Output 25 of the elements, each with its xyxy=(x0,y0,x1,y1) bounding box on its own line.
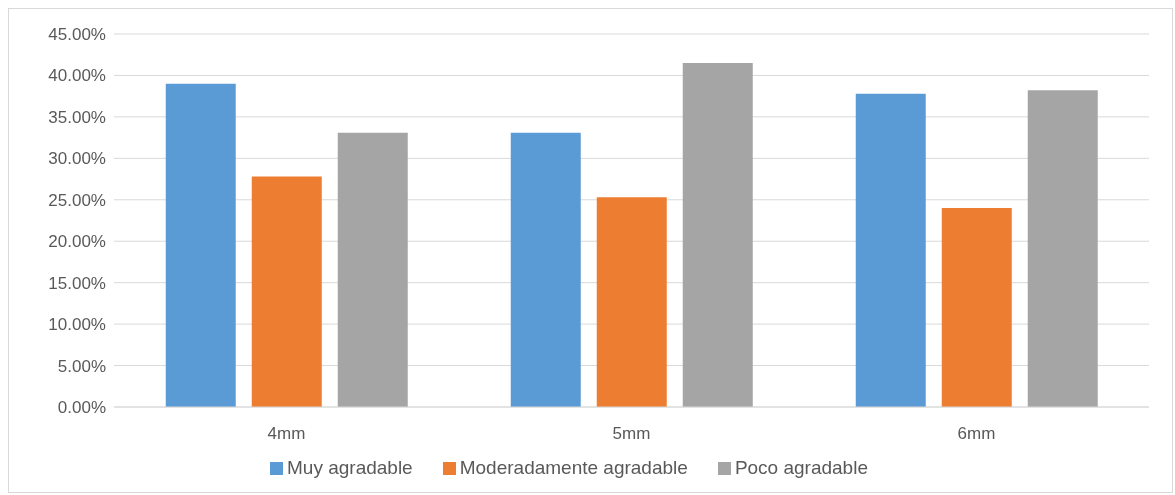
y-tick-label: 5.00% xyxy=(57,356,106,376)
legend-label: Moderadamente agradable xyxy=(459,457,688,478)
bar xyxy=(337,132,408,407)
y-tick-label: 45.00% xyxy=(48,25,106,45)
bar xyxy=(941,208,1012,407)
y-tick-label: 20.00% xyxy=(48,232,106,252)
bar xyxy=(682,63,753,407)
y-tick-label: 0.00% xyxy=(57,398,106,418)
bar xyxy=(251,176,322,407)
legend-label: Poco agradable xyxy=(734,457,868,478)
x-tick-label: 4mm xyxy=(267,424,306,444)
bar xyxy=(510,132,581,407)
legend-label: Muy agradable xyxy=(287,457,413,478)
y-tick-label: 10.00% xyxy=(48,315,106,335)
bar xyxy=(1027,90,1098,407)
bar xyxy=(165,83,236,407)
y-tick-label: 35.00% xyxy=(48,107,106,127)
y-tick-label: 25.00% xyxy=(48,190,106,210)
x-tick-label: 5mm xyxy=(612,424,651,444)
y-tick-label: 30.00% xyxy=(48,149,106,169)
y-tick-label: 40.00% xyxy=(48,66,106,86)
bar xyxy=(596,197,667,407)
y-tick-label: 15.00% xyxy=(48,273,106,293)
bar xyxy=(855,93,926,407)
x-tick-label: 6mm xyxy=(957,424,996,444)
